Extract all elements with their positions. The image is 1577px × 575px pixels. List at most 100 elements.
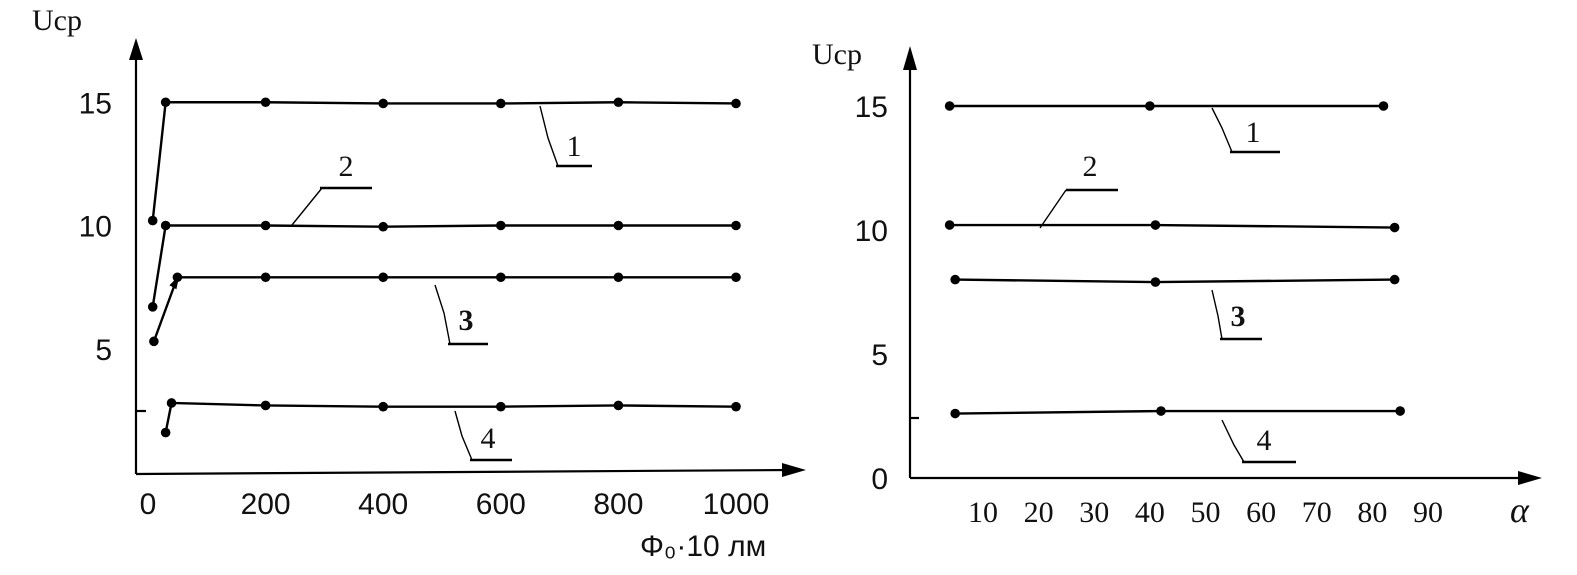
right-data-point bbox=[944, 220, 955, 230]
left-series-3-arrowhead bbox=[169, 275, 180, 290]
right-y-tick-label: 0 bbox=[871, 463, 888, 496]
right-series-line-4 bbox=[955, 409, 1401, 415]
left-data-point bbox=[731, 401, 741, 412]
right-leader-line bbox=[1039, 189, 1067, 229]
left-curve-label: 2 bbox=[339, 150, 354, 183]
left-data-point bbox=[378, 221, 389, 232]
left-y-tick-label: 10 bbox=[79, 211, 112, 244]
right-data-point bbox=[950, 408, 960, 419]
right-y-tick-label: 5 bbox=[871, 339, 888, 372]
left-data-point bbox=[378, 272, 389, 283]
right-x-tick-label: 90 bbox=[1413, 496, 1443, 529]
left-curve-labels: 1 2 3 4 bbox=[291, 105, 592, 462]
right-axes bbox=[903, 46, 1542, 485]
left-series-line-2 bbox=[151, 224, 736, 308]
left-data-point bbox=[731, 98, 741, 109]
right-y-axis-label: Ucp bbox=[812, 38, 862, 71]
right-curve-label: 4 bbox=[1257, 424, 1272, 457]
right-data-point bbox=[1150, 277, 1161, 287]
left-x-tick-label: 400 bbox=[358, 488, 408, 521]
left-data-point bbox=[613, 220, 624, 231]
right-leader-line bbox=[1211, 289, 1223, 340]
left-y-axis-arrow bbox=[129, 38, 143, 60]
left-x-tick-label: 200 bbox=[241, 488, 291, 521]
left-y-tick-label: 15 bbox=[79, 87, 112, 120]
left-data-point bbox=[160, 97, 171, 108]
right-x-tick-label: 20 bbox=[1024, 496, 1054, 529]
left-data-point bbox=[260, 97, 271, 108]
right-x-tick-label: 80 bbox=[1357, 496, 1387, 529]
left-x-tick-label: 600 bbox=[476, 488, 526, 521]
right-leader-line bbox=[1211, 107, 1233, 153]
right-data-point bbox=[1389, 274, 1400, 285]
left-data-point bbox=[260, 220, 271, 231]
left-y-axis-label: Ucp bbox=[32, 4, 82, 37]
right-x-tick-label: 70 bbox=[1302, 496, 1332, 529]
left-data-point bbox=[731, 220, 741, 231]
right-data-point bbox=[1378, 101, 1389, 111]
right-series-line-3 bbox=[955, 278, 1395, 284]
left-leader-line bbox=[434, 284, 451, 345]
left-x-tick-label: 0 bbox=[140, 488, 157, 521]
left-data-point bbox=[260, 400, 271, 411]
left-x-tick-label: 800 bbox=[593, 488, 643, 521]
left-data-point bbox=[496, 401, 506, 412]
left-data-point bbox=[496, 272, 506, 283]
right-chart: Ucp 0 5 10 15 10 20 30 40 50 60 70 80 90 α 1 2 3 4 bbox=[812, 38, 1542, 530]
right-data-point bbox=[944, 101, 955, 111]
left-data-point bbox=[613, 400, 624, 411]
left-data-point bbox=[260, 272, 271, 283]
left-data-point bbox=[160, 220, 171, 231]
left-data-point bbox=[149, 336, 159, 347]
left-series-line-1 bbox=[151, 101, 737, 221]
right-data-point bbox=[1156, 406, 1166, 416]
right-x-tick-label: 30 bbox=[1079, 496, 1109, 529]
right-curve-labels: 1 2 3 4 bbox=[1039, 107, 1296, 464]
left-curve-label: 4 bbox=[481, 422, 496, 455]
right-y-axis-arrow bbox=[903, 46, 917, 70]
left-y-tick-label: 5 bbox=[95, 334, 112, 367]
right-curve-label: 1 bbox=[1246, 116, 1261, 149]
left-x-axis-arrow bbox=[782, 463, 806, 477]
right-curve-label: 3 bbox=[1231, 300, 1246, 333]
right-series-line-2 bbox=[949, 223, 1395, 229]
right-x-tick-label: 10 bbox=[968, 496, 998, 529]
left-series-line-4 bbox=[164, 401, 737, 433]
left-x-axis-label: Φ₀·10 лм bbox=[640, 530, 766, 563]
right-x-axis-arrow bbox=[1518, 471, 1542, 485]
right-y-tick-label: 15 bbox=[855, 91, 888, 124]
left-data-point bbox=[496, 220, 506, 231]
right-x-tick-label: 40 bbox=[1135, 496, 1165, 529]
left-data-point bbox=[147, 302, 158, 312]
right-x-tick-label: 60 bbox=[1246, 496, 1276, 529]
right-data-point bbox=[1150, 220, 1161, 230]
left-data-point bbox=[613, 97, 624, 108]
right-data-point bbox=[1389, 222, 1400, 233]
right-data-point bbox=[950, 274, 960, 285]
left-axes bbox=[129, 38, 806, 477]
right-data-point bbox=[1145, 101, 1155, 111]
left-data-point bbox=[613, 272, 624, 283]
left-data-point bbox=[147, 215, 158, 226]
left-x-tick-label: 1000 bbox=[703, 488, 770, 521]
right-leader-line bbox=[1221, 419, 1245, 463]
right-series-group bbox=[944, 101, 1405, 419]
left-data-point bbox=[166, 398, 177, 408]
left-data-point bbox=[496, 98, 506, 109]
left-curve-label: 1 bbox=[567, 130, 582, 163]
left-data-point bbox=[378, 98, 389, 109]
right-data-point bbox=[1395, 406, 1405, 416]
left-leader-line bbox=[291, 187, 323, 226]
left-data-point bbox=[378, 401, 389, 412]
left-chart: Ucp 5 10 15 0 200 400 600 800 1000 Φ₀·10 лм 1 2 3… bbox=[32, 4, 806, 563]
left-data-point bbox=[731, 272, 741, 283]
right-curve-label: 2 bbox=[1083, 150, 1098, 183]
left-data-point bbox=[160, 427, 171, 438]
right-x-axis-label: α bbox=[1510, 490, 1530, 530]
left-series-line-3 bbox=[152, 276, 736, 342]
left-series-group bbox=[147, 97, 741, 438]
left-x-tick-labels: 0 200 400 600 800 1000 bbox=[140, 488, 770, 521]
right-y-tick-labels: 0 5 10 15 bbox=[855, 91, 888, 496]
left-x-axis bbox=[135, 468, 791, 476]
